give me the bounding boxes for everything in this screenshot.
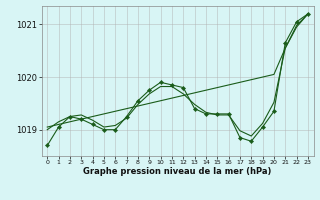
X-axis label: Graphe pression niveau de la mer (hPa): Graphe pression niveau de la mer (hPa) xyxy=(84,167,272,176)
